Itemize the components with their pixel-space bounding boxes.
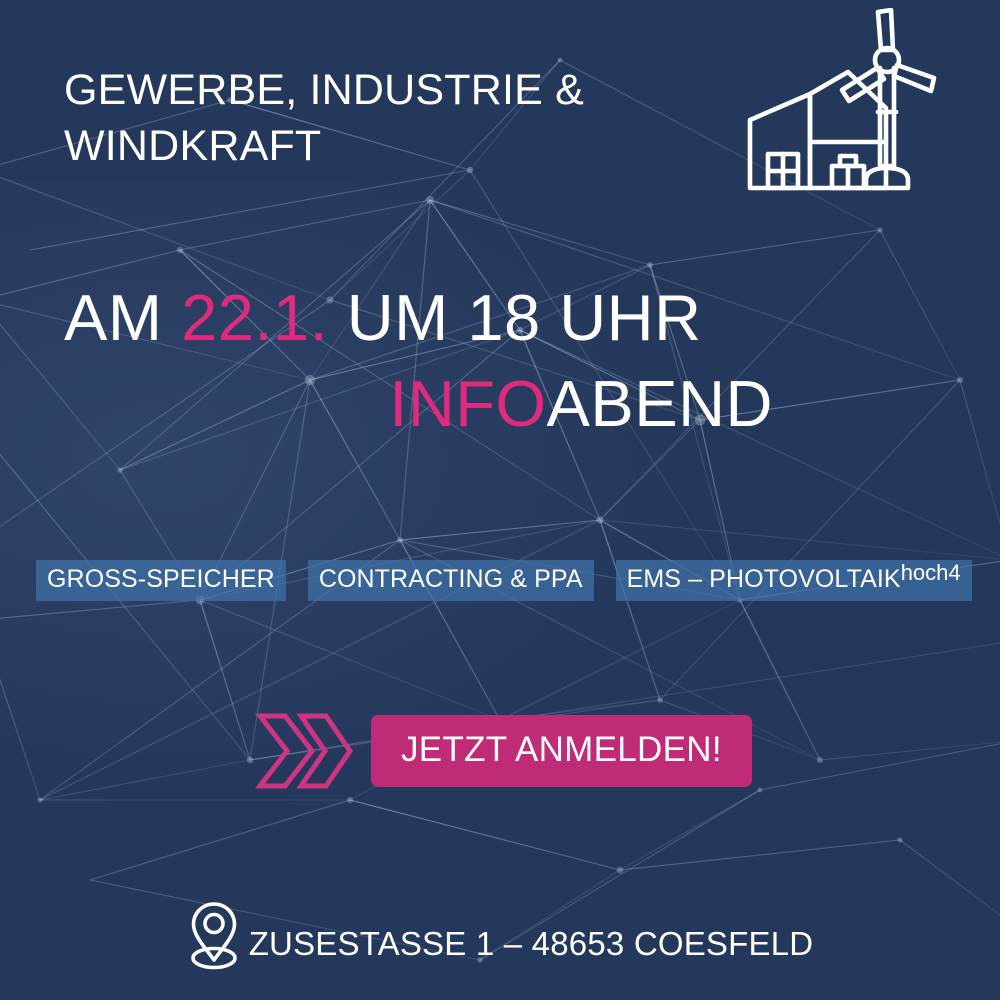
cta-zone: JETZT ANMELDEN! [255,712,752,790]
page-title: GEWERBE, INDUSTRIE & WINDKRAFT [64,66,585,170]
event-date: 22.1. [181,281,329,354]
topic-pill-grossspeicher[interactable]: GROSS-SPEICHER [36,560,286,601]
headline-prefix: AM [64,281,182,354]
background-glow [0,180,700,800]
topic-pill-label: EMS – PHOTOVOLTAIK [626,565,901,593]
topic-pill-label: GROSS-SPEICHER [47,565,275,593]
topic-pill-ems-photovoltaik[interactable]: EMS – PHOTOVOLTAIK hoch4 [615,560,972,601]
event-type-rest: ABEND [546,367,773,441]
topic-pill-label: CONTRACTING & PPA [318,565,583,593]
register-button[interactable]: JETZT ANMELDEN! [371,715,752,787]
topic-pill-contracting-ppa[interactable]: CONTRACTING & PPA [307,560,594,601]
event-time: UM 18 UHR [328,281,702,354]
event-type-accent: INFO [389,367,547,441]
factory-windturbine-icon [747,8,937,191]
headline-line-1: AM 22.1. UM 18 UHR [64,284,944,351]
double-chevron-right-icon [255,713,353,789]
topic-pill-row: GROSS-SPEICHER CONTRACTING & PPA EMS – P… [36,560,972,601]
map-pin-icon [190,902,237,970]
venue-address-bar: ZUSESTASSE 1 – 48653 COESFELD [0,898,1000,974]
event-headline: AM 22.1. UM 18 UHR INFOABEND [64,284,944,438]
venue-address: ZUSESTASSE 1 – 48653 COESFELD [248,924,814,962]
headline-line-2: INFOABEND [64,371,944,437]
brand-suffix-hoch4: hoch4 [900,560,961,585]
